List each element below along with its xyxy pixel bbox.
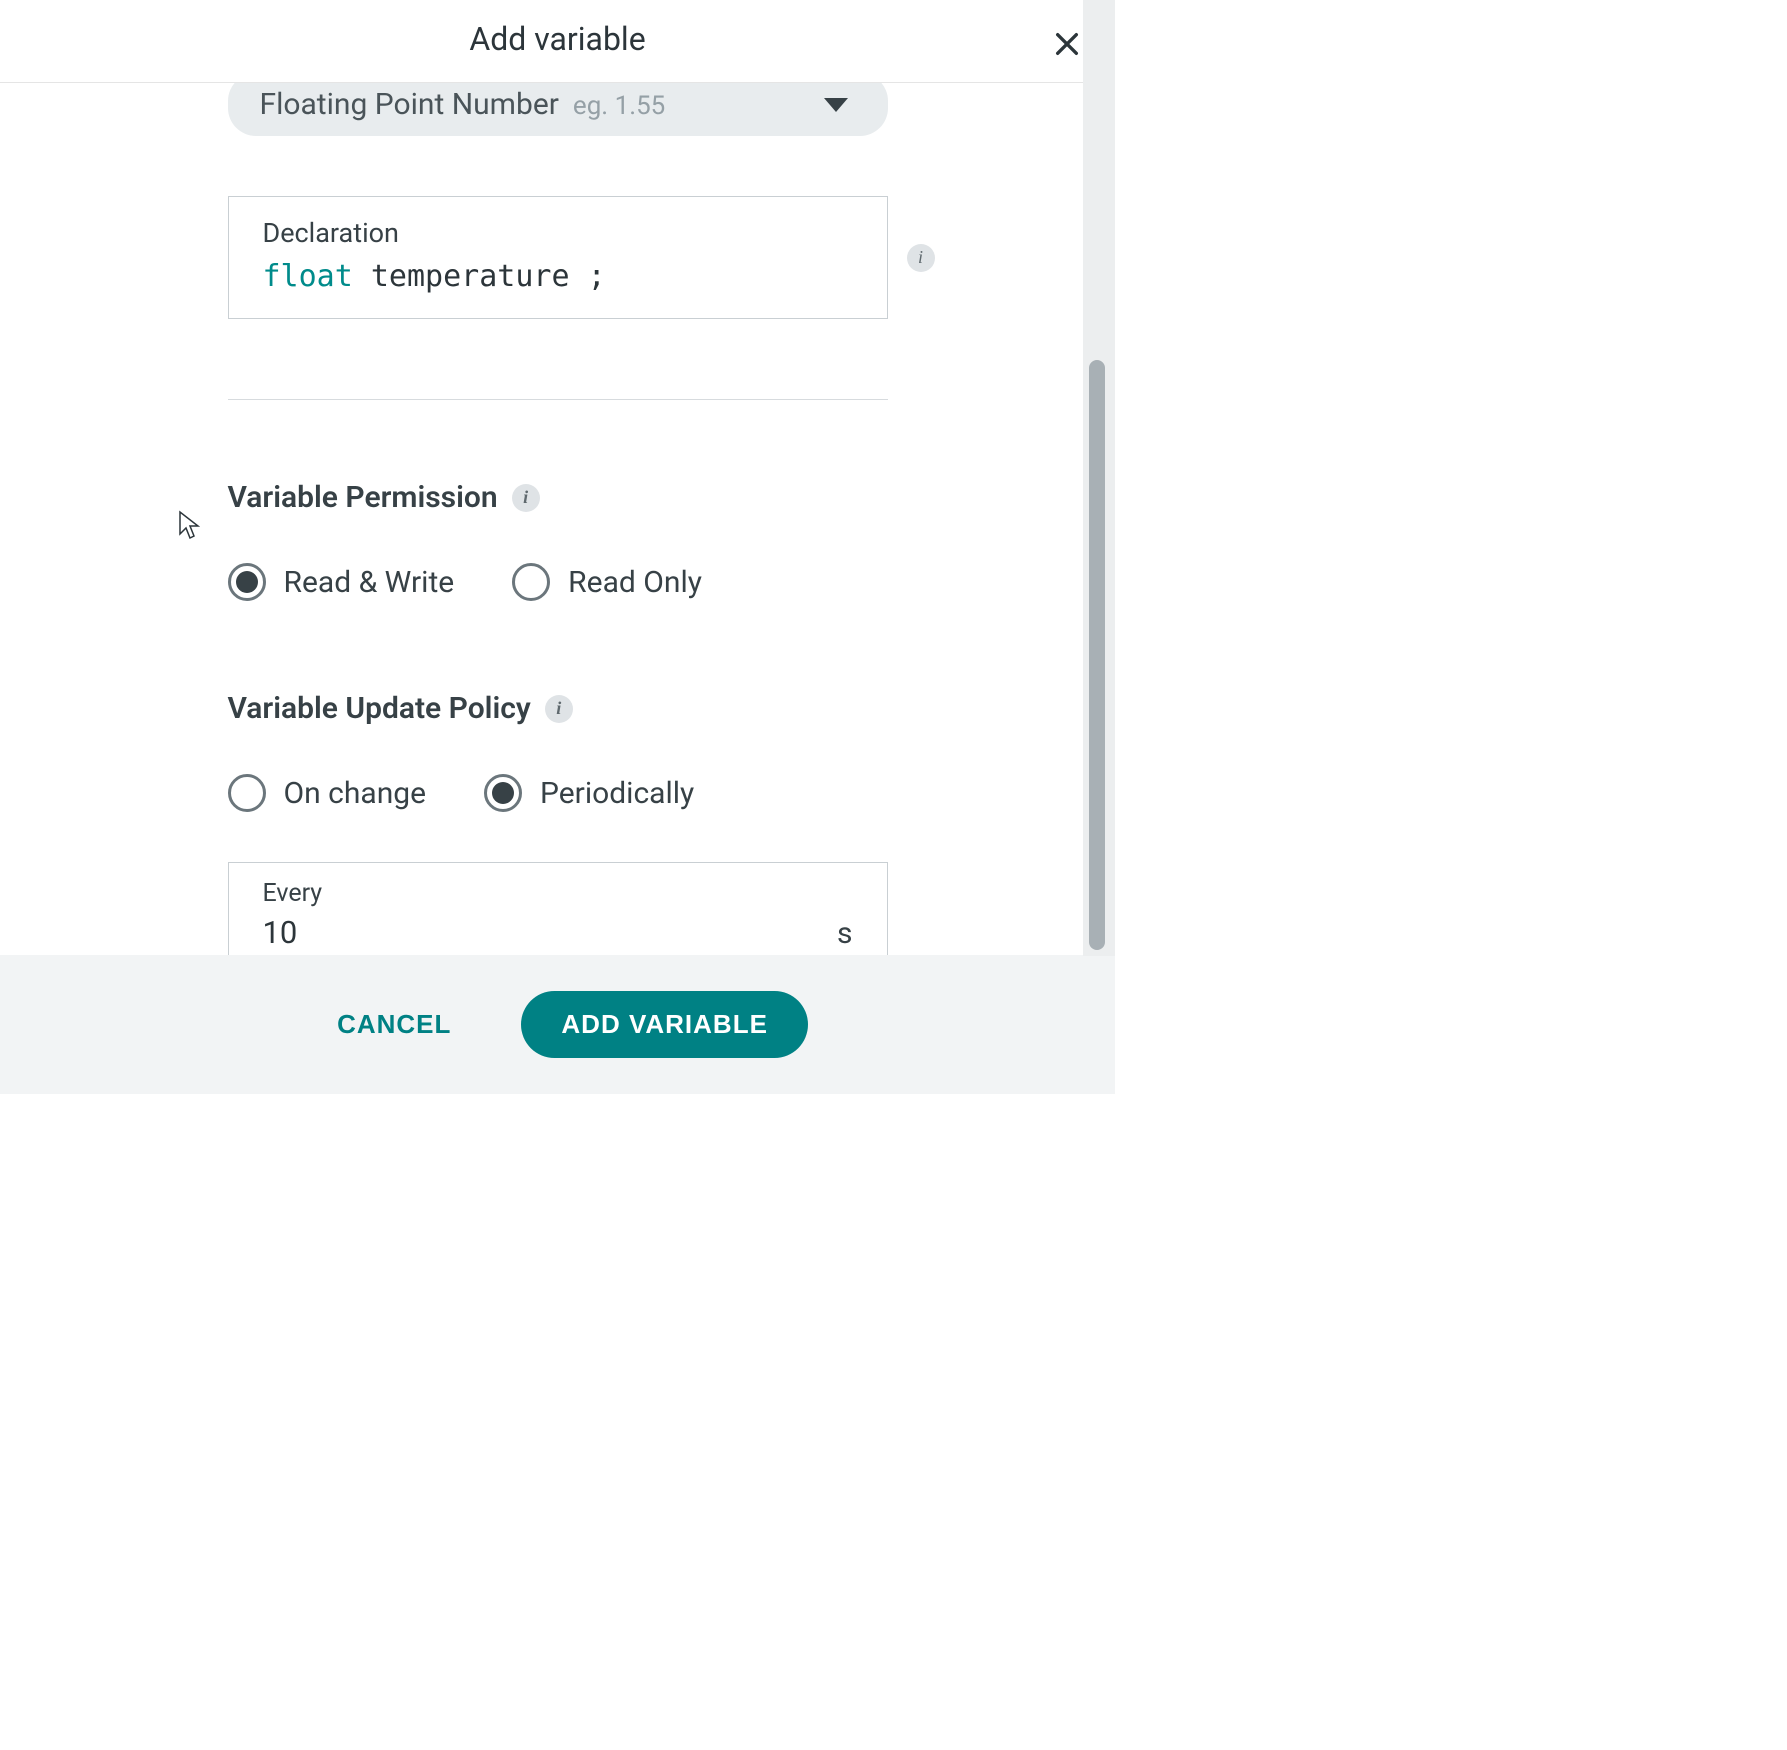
type-label: Floating Point Number [260,87,559,122]
interval-input[interactable] [263,914,735,951]
permission-heading: Variable Permission i [228,480,888,515]
update-policy-radio-group: On change Periodically [228,774,888,812]
interval-label: Every [263,879,853,908]
permission-radio-group: Read & Write Read Only [228,563,888,601]
close-icon [1051,28,1083,60]
modal-footer: CANCEL ADD VARIABLE [0,955,1115,1094]
radio-label: Read & Write [284,565,455,600]
update-policy-heading: Variable Update Policy i [228,691,888,726]
radio-periodically[interactable]: Periodically [484,774,694,812]
close-button[interactable] [1047,24,1087,64]
interval-unit: s [837,916,852,951]
modal-title: Add variable [469,20,645,58]
add-variable-modal: Add variable Floating Point Number eg. 1… [0,0,1115,1094]
declaration-var-name: temperature ; [371,259,606,294]
type-select[interactable]: Floating Point Number eg. 1.55 [228,83,888,136]
declaration-label: Declaration [263,217,853,249]
info-icon[interactable]: i [907,244,935,272]
interval-row: s [263,914,853,951]
radio-read-write[interactable]: Read & Write [228,563,455,601]
content-wrap: Floating Point Number eg. 1.55 Declarati… [228,83,888,955]
radio-label: On change [284,776,427,811]
declaration-keyword: float [263,259,353,294]
info-icon[interactable]: i [512,484,540,512]
scrollbar-track[interactable] [1083,0,1115,956]
declaration-box: Declaration float temperature ; i [228,196,888,319]
chevron-down-icon [824,98,848,112]
add-variable-button[interactable]: ADD VARIABLE [521,991,808,1058]
radio-on-change[interactable]: On change [228,774,427,812]
declaration-code: float temperature ; [263,259,853,294]
radio-icon [228,563,266,601]
radio-label: Periodically [540,776,694,811]
radio-icon [228,774,266,812]
interval-input-box: Every s [228,862,888,955]
type-hint: eg. 1.55 [573,91,665,121]
radio-icon [512,563,550,601]
divider [228,399,888,400]
radio-read-only[interactable]: Read Only [512,563,702,601]
modal-body: Floating Point Number eg. 1.55 Declarati… [0,83,1115,955]
cancel-button[interactable]: CANCEL [307,991,481,1058]
radio-label: Read Only [568,565,702,600]
info-icon[interactable]: i [545,695,573,723]
radio-icon [484,774,522,812]
type-select-left: Floating Point Number eg. 1.55 [260,87,666,122]
modal-header: Add variable [0,0,1115,83]
scrollbar-thumb[interactable] [1089,360,1105,950]
